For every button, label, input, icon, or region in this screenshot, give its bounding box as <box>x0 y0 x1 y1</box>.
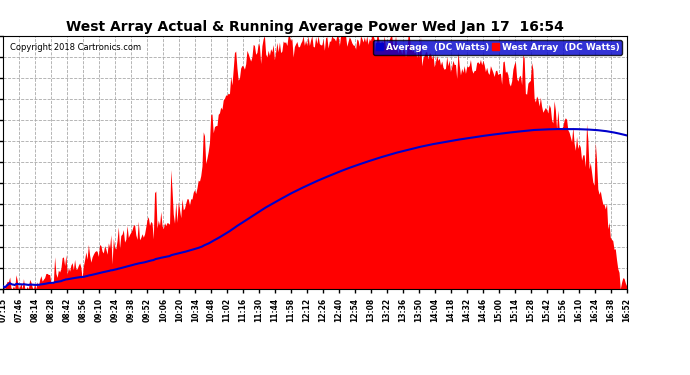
Legend: Average  (DC Watts), West Array  (DC Watts): Average (DC Watts), West Array (DC Watts… <box>373 40 622 54</box>
Title: West Array Actual & Running Average Power Wed Jan 17  16:54: West Array Actual & Running Average Powe… <box>66 21 564 34</box>
Text: Copyright 2018 Cartronics.com: Copyright 2018 Cartronics.com <box>10 43 141 52</box>
